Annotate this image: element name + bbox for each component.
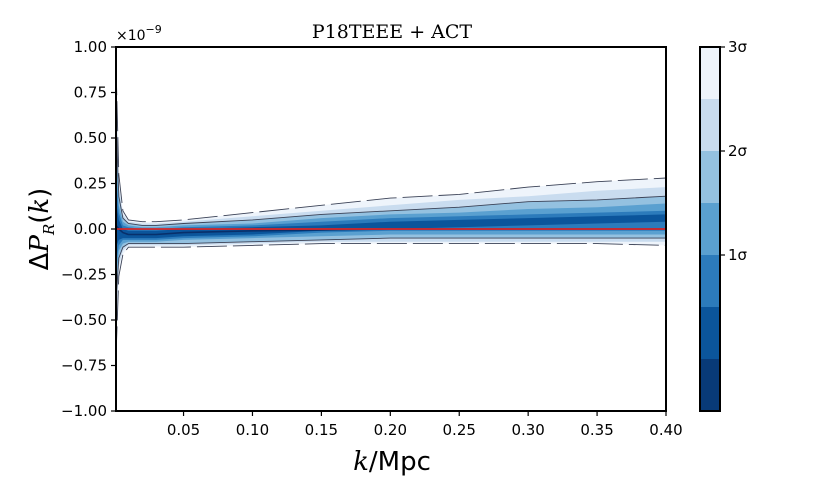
colorbar-cell [700,255,720,308]
x-tick-label: 0.05 [167,421,200,439]
y-label-arg: ( [25,214,55,224]
x-axis-label: k/Mpc [353,447,431,477]
colorbar-cell [700,203,720,256]
x-tick-label: 0.35 [580,421,613,439]
x-tick-label: 0.15 [305,421,338,439]
colorbar-ticks: 3σ 2σ 1σ [720,38,748,264]
y-axis-multiplier: ×10−9 [116,23,162,44]
x-axis-ticks: 0.05 0.10 0.15 0.20 0.25 0.30 0.35 0.40 [167,411,683,439]
y-label-delta: Δ [25,252,55,270]
y-label-p: P [25,235,55,254]
colorbar-cell [700,307,720,360]
y-tick-label: −0.75 [61,357,107,375]
colorbar: 3σ 2σ 1σ [699,38,748,412]
x-axis-label-unit: /Mpc [369,447,431,477]
y-axis-ticks: 1.00 0.75 0.50 0.25 0.00 −0.25 −0.50 −0.75 −1.00 [61,38,116,420]
y-tick-label: 0.75 [74,84,107,102]
y-tick-label: −0.25 [61,266,107,284]
y-multiplier-base: ×10 [116,28,146,44]
x-tick-label: 0.40 [649,421,682,439]
colorbar-tick-label: 2σ [728,142,748,160]
x-tick-label: 0.30 [511,421,544,439]
y-tick-label: 1.00 [74,38,107,56]
y-tick-label: 0.50 [74,129,107,147]
y-multiplier-exponent: −9 [146,23,162,36]
band-1_5-sigma [116,147,666,284]
y-tick-label: 0.00 [74,220,107,238]
y-label-k: k [25,198,55,214]
contour-3-sigma-upper [115,65,667,223]
y-tick-label: −1.00 [61,402,107,420]
contour-2-sigma-upper [115,119,667,226]
y-axis-label: ΔPR(k) [25,188,58,271]
y-label-sub: R [40,224,58,236]
x-tick-label: 0.25 [443,421,476,439]
contour-2-sigma-lower [115,237,666,302]
colorbar-tick-label: 1σ [728,246,748,264]
x-tick-label: 0.10 [236,421,269,439]
y-label-close: ) [25,188,55,198]
colorbar-cell [700,99,720,152]
colorbar-cells [700,47,720,412]
x-axis-label-k: k [353,447,369,477]
band-1-sigma [116,174,666,266]
y-tick-label: 0.25 [74,175,107,193]
chart-title: P18TEEE + ACT [312,21,473,43]
colorbar-cell [700,47,720,100]
contour-3-sigma-lower [115,243,667,357]
y-tick-label: −0.50 [61,311,107,329]
colorbar-cell [700,151,720,204]
colorbar-frame [699,46,721,412]
colorbar-tick-label: 3σ [728,38,748,56]
x-tick-label: 0.20 [374,421,407,439]
band-0_5-sigma [116,201,666,248]
colorbar-cell [700,359,720,412]
